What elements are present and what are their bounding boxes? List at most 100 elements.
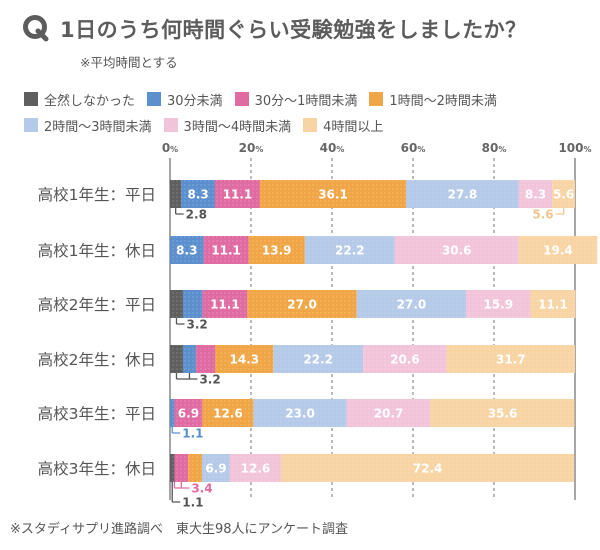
callout-line: [175, 373, 198, 380]
bar-value-label: 19.4: [543, 244, 573, 258]
callout-line: [175, 318, 185, 325]
row-label: 高校1年生：平日: [38, 186, 156, 204]
legend-swatch: [369, 92, 384, 106]
bar-value-label: 11.1: [223, 188, 253, 202]
legend-swatch: [234, 92, 249, 106]
legend-label: 30分～1時間未満: [254, 93, 358, 109]
bar-value-label: 14.3: [230, 353, 260, 367]
legend-row: 全然しなかった 30分未満 30分～1時間未満 1時間～2時間未満: [24, 86, 594, 112]
bar-segment-texture: [280, 454, 575, 482]
bar-value-label: 8.3: [176, 244, 197, 258]
bar-segment-texture: [253, 399, 347, 427]
legend-swatch: [147, 92, 162, 106]
question-q-icon: [23, 15, 49, 42]
bar-segment-texture: [394, 236, 519, 264]
bar-segment-texture: [188, 454, 202, 482]
bar-segment-texture: [406, 180, 519, 208]
bar-segment-texture: [170, 290, 183, 318]
legend-item: 1時間～2時間未満: [369, 90, 497, 109]
bar-segment-texture: [259, 180, 407, 208]
bar-segment-texture: [170, 399, 175, 427]
bar-segment-texture: [214, 180, 260, 208]
bar-value-label: 11.1: [210, 298, 240, 312]
bar-segment-texture: [430, 399, 575, 427]
legend-swatch: [163, 118, 178, 132]
x-tick-label: 40%: [320, 141, 345, 155]
x-tick-label: 80%: [482, 141, 507, 155]
bar-segment-texture: [530, 290, 576, 318]
bar-segment-texture: [248, 236, 305, 264]
chart-title: 1日のうち何時間ぐらい受験勉強をしましたか？: [60, 18, 527, 42]
bar-value-label: 13.9: [262, 244, 292, 258]
bar-segment-texture: [552, 180, 575, 208]
x-tick-label: 20%: [239, 141, 264, 155]
callout-label: 5.6: [532, 208, 553, 222]
legend-item: 30分未満: [147, 90, 223, 109]
bar-segment-texture: [182, 290, 203, 318]
callout-label: 3.4: [191, 482, 212, 496]
stacked-bar-chart: 0% 20% 40% 60% 80% 100% 8.3 11.1 36.1 27.8 8.3 5.6…: [38, 141, 598, 510]
x-tick-label: 0%: [162, 141, 178, 155]
bar-value-label: 27.8: [448, 188, 478, 202]
bar-value-label: 5.6: [553, 188, 574, 202]
callout-line: [555, 208, 565, 215]
bar-segment-texture: [174, 454, 189, 482]
callouts: 2.8 5.63.23.21.13.41.1: [171, 208, 565, 510]
bar-segment-texture: [170, 454, 175, 482]
bar-segment-texture: [202, 399, 254, 427]
grid-lines: [169, 158, 576, 500]
bar-value-label: 72.4: [413, 462, 443, 476]
bar-segment-texture: [304, 236, 395, 264]
row-label: 高校2年生：平日: [38, 296, 156, 314]
chart-subtitle: ※平均時間とする: [80, 55, 178, 70]
bar-value-label: 20.7: [374, 407, 404, 421]
bar-value-label: 27.0: [397, 298, 427, 312]
callout-line: [171, 427, 181, 434]
bar-segment-texture: [181, 180, 215, 208]
callout-label: 1.1: [182, 496, 203, 510]
row-labels: 高校1年生：平日高校1年生：休日高校2年生：平日高校2年生：休日高校3年生：平日…: [38, 186, 156, 478]
legend-label: 2時間～3時間未満: [44, 119, 152, 135]
bar-segment-texture: [203, 236, 249, 264]
source-footnote: ※スタディサプリ進路調べ 東大生98人にアンケート調査: [10, 522, 349, 537]
bar-value-label: 6.9: [178, 407, 199, 421]
bar-value-label: 6.9: [205, 462, 226, 476]
callout-label: 3.2: [199, 373, 220, 387]
x-axis-ticks: 0% 20% 40% 60% 80% 100%: [162, 141, 592, 155]
legend-item: 全然しなかった: [24, 90, 135, 109]
bar-segment-texture: [466, 290, 531, 318]
bar-value-label: 23.0: [285, 407, 315, 421]
bar-value-label: 22.2: [303, 353, 333, 367]
bars: 8.3 11.1 36.1 27.8 8.3 5.6 8.3 11.1 13.9 22.2 30.6…: [170, 180, 598, 482]
row-label: 高校3年生：平日: [38, 405, 156, 423]
legend-swatch: [24, 92, 38, 106]
bar-value-label: 35.6: [488, 407, 518, 421]
legend-label: 30分未満: [167, 93, 223, 109]
legend-label: 全然しなかった: [44, 93, 136, 109]
bar-segment-texture: [201, 454, 230, 482]
callout-label: 1.1: [182, 427, 203, 441]
bar-segment-texture: [229, 454, 281, 482]
x-tick-label: 100%: [558, 141, 591, 155]
bar-segment-texture: [273, 345, 364, 373]
bar-segment-texture: [182, 345, 196, 373]
bar-value-label: 11.1: [211, 244, 241, 258]
bar-value-label: 11.1: [538, 298, 568, 312]
bar-segment-texture: [202, 290, 248, 318]
bar-segment-texture: [346, 399, 431, 427]
callout-line: [173, 482, 190, 489]
bar-value-label: 36.1: [318, 188, 348, 202]
bar-segment-texture: [170, 180, 182, 208]
legend-item: 30分～1時間未満: [234, 90, 358, 109]
bar-value-label: 8.3: [188, 188, 209, 202]
bar-segment-texture: [446, 345, 575, 373]
bar-segment-texture: [174, 399, 203, 427]
bar-segment-texture: [356, 290, 467, 318]
bar-value-label: 8.3: [525, 188, 546, 202]
bar-value-label: 30.6: [442, 244, 472, 258]
callout-line: [171, 482, 181, 503]
bar-value-label: 12.6: [241, 462, 271, 476]
callout-label: 3.2: [186, 318, 207, 332]
bar-value-label: 15.9: [483, 298, 513, 312]
legend-item: 2時間～3時間未満: [24, 116, 152, 135]
